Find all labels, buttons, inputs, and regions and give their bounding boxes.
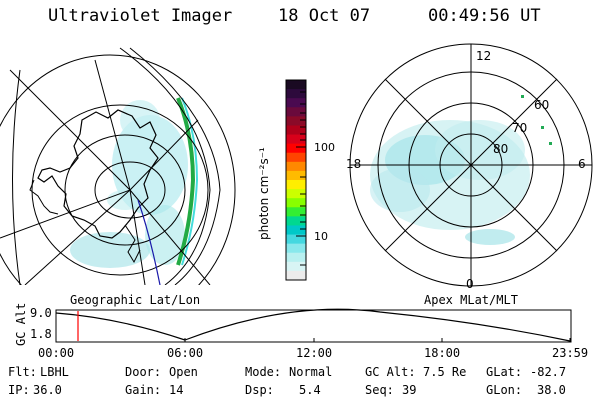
mlt-label-12: 12 [476,49,491,63]
geographic-map [0,47,236,285]
colorbar-strip [286,170,306,181]
colorbar-strip [286,80,306,90]
colorbar-ticks [296,91,306,266]
instrument-title: Ultraviolet Imager [48,6,233,26]
glat-value: -82.7 [530,365,567,379]
colorbar-strip [286,252,306,263]
altitude-x-ticks [55,338,571,342]
glat-label: GLat: [486,365,523,379]
altitude-xtick-2359: 23:59 [552,346,589,360]
geo-longitude-lines [0,59,211,285]
apex-mlt-lines [350,44,592,286]
apex-polar-plot: 12 18 6 0 60 70 80 [346,43,593,291]
aurora-arc-edge [181,97,199,266]
mlat-label-80: 80 [493,142,508,156]
colorbar-strip [286,134,306,145]
gc-alt-value: 7.5 Re [423,365,467,379]
antarctica-coastline [37,109,159,239]
mlat-label-60: 60 [534,98,549,112]
altitude-xtick-0000: 00:00 [38,346,75,360]
colorbar-strip [286,89,306,99]
colorbar-strip [286,216,306,226]
colorbar-strip [286,161,306,172]
mode-label: Mode: [245,365,282,379]
aurora-emission-apex [370,120,530,245]
colorbar-strip [286,225,306,236]
colorbar-strip [286,243,306,254]
geo-latitude-lines [0,54,236,285]
glon-value: 38.0 [537,383,566,397]
colorbar-strip [286,207,306,217]
colorbar-strip [286,234,306,245]
aurora-emission-geo [70,100,188,268]
coast-detail [124,224,141,264]
filter-value: LBHL [40,365,69,379]
mlat-label-70: 70 [512,121,527,135]
colorbar-strip [286,270,306,281]
mlt-label-0: 0 [466,277,474,291]
colorbar-strip [286,116,306,126]
colorbar-unit-label: photon cm⁻²s⁻¹ [257,147,271,240]
altitude-ytick-max: 9.0 [30,306,52,320]
colorbar-strip [286,261,306,272]
colorbar-strip [286,98,306,108]
altitude-ylabel: GC Alt [14,303,28,346]
altitude-curve [55,308,571,342]
dsp-value: 5.4 [299,383,321,397]
colorbar-strip [286,143,306,154]
gain-label: Gain: [125,383,162,397]
magnetic-meridian [137,199,161,285]
altitude-xtick-1800: 18:00 [424,346,461,360]
colorbar-frame [285,79,307,281]
limb-arcs [12,47,221,285]
door-label: Door: [125,365,162,379]
gain-value: 14 [169,383,184,397]
colorbar-strip [286,180,306,190]
door-value: Open [169,365,198,379]
gc-alt-label: GC Alt: [365,365,416,379]
colorbar-strip [286,198,306,208]
mode-value: Normal [289,365,333,379]
colorbar-strip [286,189,306,199]
mlt-label-18: 18 [346,157,361,171]
colorbar-strip [286,107,306,117]
apex-emission-dots [521,95,552,145]
colorbar-strip [286,152,306,163]
colorbar-tick-10: 10 [314,230,328,243]
seq-label: Seq: [365,383,394,397]
ip-value: 36.0 [33,383,62,397]
peninsula-coastline [29,179,59,215]
altitude-plot: GC Alt [14,303,572,346]
mlt-label-6: 6 [578,157,586,171]
geo-map-label: Geographic Lat/Lon [70,293,201,307]
altitude-ytick-min: 1.8 [30,327,52,341]
dsp-label: Dsp: [245,383,274,397]
glon-label: GLon: [486,383,523,397]
altitude-xtick-1200: 12:00 [296,346,333,360]
colorbar-strip [286,125,306,136]
colorbar: photon cm⁻²s⁻¹ 100 10 [257,79,335,281]
aurora-arc [176,97,196,266]
filter-label: Flt: [8,365,37,379]
seq-value: 39 [402,383,417,397]
ip-label: IP: [8,383,30,397]
altitude-xtick-0600: 06:00 [167,346,204,360]
observation-date: 18 Oct 07 [278,6,371,26]
apex-map-label: Apex MLat/MLT [424,293,518,307]
observation-time: 00:49:56 UT [428,6,541,26]
altitude-plot-frame [55,309,572,343]
colorbar-tick-100: 100 [314,141,335,154]
